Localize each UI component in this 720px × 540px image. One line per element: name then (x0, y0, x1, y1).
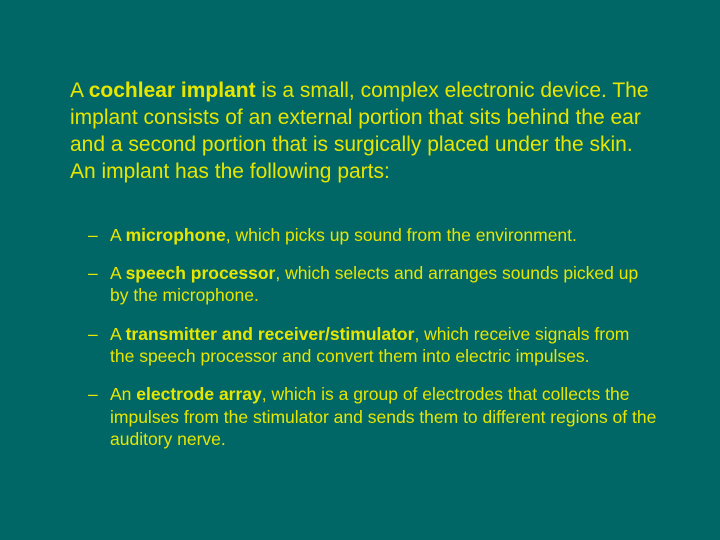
item-name: transmitter and receiver/stimulator (126, 324, 415, 344)
parts-list: A microphone, which picks up sound from … (62, 224, 658, 451)
intro-term: cochlear implant (89, 79, 256, 102)
item-lead: A (110, 225, 126, 245)
list-item: A microphone, which picks up sound from … (88, 224, 658, 246)
item-lead: An (110, 384, 136, 404)
item-rest: , which picks up sound from the environm… (226, 225, 577, 245)
item-name: speech processor (126, 263, 276, 283)
item-lead: A (110, 263, 126, 283)
item-name: microphone (126, 225, 226, 245)
item-name: electrode array (136, 384, 262, 404)
intro-prefix: A (70, 79, 89, 102)
list-item: A transmitter and receiver/stimulator, w… (88, 323, 658, 368)
list-item: An electrode array, which is a group of … (88, 383, 658, 450)
intro-paragraph: A cochlear implant is a small, complex e… (62, 78, 658, 186)
item-lead: A (110, 324, 126, 344)
list-item: A speech processor, which selects and ar… (88, 262, 658, 307)
